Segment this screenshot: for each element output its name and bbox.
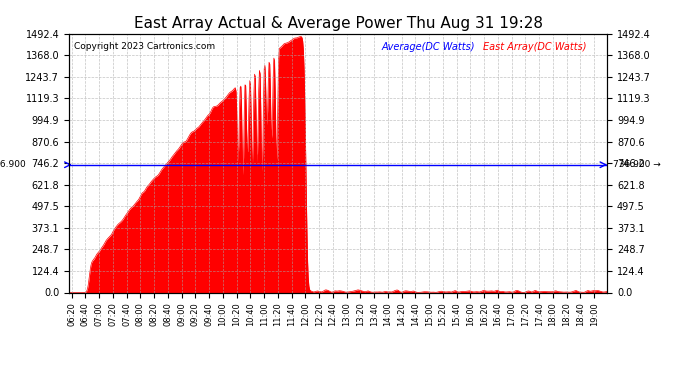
- Text: 736.900 →: 736.900 →: [613, 160, 660, 169]
- Text: East Array(DC Watts): East Array(DC Watts): [484, 42, 587, 51]
- Text: ← 736.900: ← 736.900: [0, 160, 26, 169]
- Text: Average(DC Watts): Average(DC Watts): [381, 42, 475, 51]
- Text: Copyright 2023 Cartronics.com: Copyright 2023 Cartronics.com: [75, 42, 215, 51]
- Title: East Array Actual & Average Power Thu Aug 31 19:28: East Array Actual & Average Power Thu Au…: [134, 16, 542, 31]
